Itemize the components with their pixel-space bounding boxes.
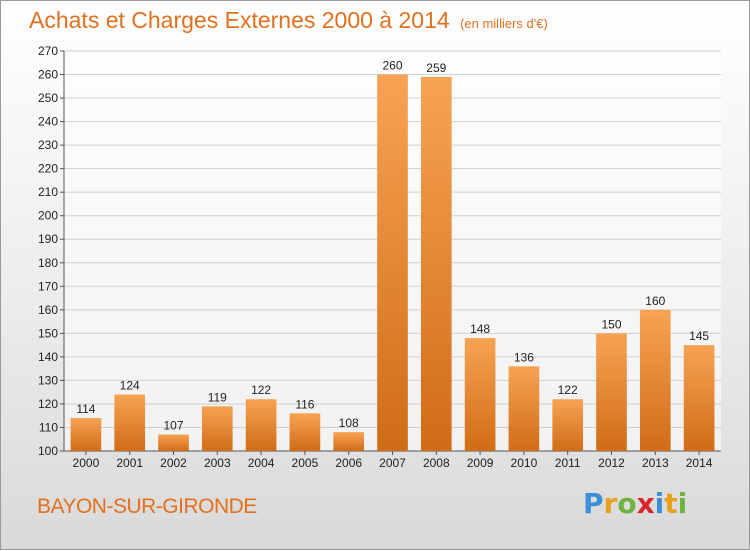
logo-letter: i [654,487,665,520]
y-tick-label: 140 [38,350,58,364]
bar-value-label: 108 [339,416,359,430]
y-tick-label: 180 [38,256,58,270]
y-tick-label: 210 [38,185,58,199]
bar [114,394,146,451]
y-tick-label: 250 [38,91,58,105]
bar [420,76,452,451]
bar [289,413,321,451]
bar-value-label: 148 [470,322,490,336]
x-tick-label: 2014 [686,456,713,470]
y-tick-label: 130 [38,373,58,387]
logo-letter: P [583,487,604,520]
logo-letter: o [617,487,637,520]
bar-value-label: 122 [251,383,271,397]
y-tick-label: 240 [38,115,58,129]
x-tick-label: 2005 [292,456,319,470]
x-tick-label: 2008 [423,456,450,470]
x-tick-label: 2006 [335,456,362,470]
y-tick-label: 160 [38,303,58,317]
y-tick-label: 260 [38,68,58,82]
y-tick-label: 230 [38,138,58,152]
bar-value-label: 260 [382,59,402,73]
logo-letter: x [636,487,655,520]
x-tick-label: 2002 [160,456,187,470]
bar-value-label: 160 [645,294,665,308]
y-tick-label: 200 [38,209,58,223]
bar-value-label: 259 [426,61,446,75]
x-tick-label: 2003 [204,456,231,470]
x-tick-label: 2007 [379,456,406,470]
bar [508,366,540,451]
x-tick-label: 2009 [467,456,494,470]
bar-value-label: 136 [514,350,534,364]
bar-value-label: 107 [163,419,183,433]
bar-value-label: 119 [208,390,227,404]
chart-title-text: Achats et Charges Externes 2000 à 2014 [29,7,450,33]
chart-title: Achats et Charges Externes 2000 à 2014 (… [29,7,548,34]
x-tick-label: 2000 [73,456,100,470]
y-tick-label: 170 [38,279,58,293]
y-tick-label: 150 [38,326,58,340]
x-tick-label: 2004 [248,456,275,470]
proxiti-logo: Proxiti [583,487,687,520]
bar [245,399,277,451]
bar [201,406,233,451]
logo-letter: r [603,487,618,520]
bar [464,338,496,451]
y-tick-label: 220 [38,162,58,176]
bar-value-label: 122 [558,383,578,397]
x-tick-label: 2010 [511,456,538,470]
bar [552,399,584,451]
bar [333,432,365,451]
bar-value-label: 124 [120,379,140,393]
bar [158,434,189,451]
y-tick-label: 270 [38,44,58,58]
x-tick-label: 2001 [116,456,143,470]
bar [683,345,715,451]
y-tick-label: 190 [38,232,58,246]
bar [70,418,102,451]
bar [377,74,408,451]
logo-letter: i [677,487,688,520]
x-tick-label: 2013 [642,456,669,470]
y-tick-label: 100 [38,444,58,458]
x-tick-label: 2012 [598,456,625,470]
bar-value-label: 145 [689,329,709,343]
x-tick-label: 2011 [555,456,581,470]
commune-name: BAYON-SUR-GIRONDE [37,495,257,518]
bar [596,333,627,451]
logo-letter: t [664,487,678,520]
bar-value-label: 150 [601,317,621,331]
bar [639,309,671,451]
chart-subtitle: (en milliers d'€) [460,16,548,31]
y-tick-label: 110 [39,420,58,434]
y-tick-label: 120 [38,397,58,411]
bar-value-label: 116 [295,397,314,411]
bar-value-label: 114 [76,402,95,416]
